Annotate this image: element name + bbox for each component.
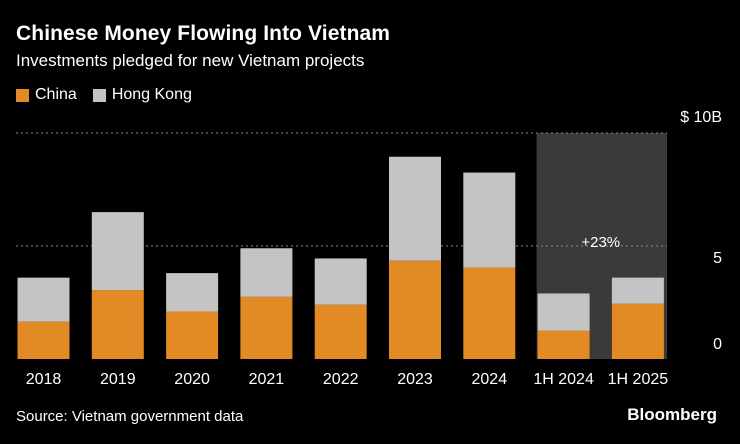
bar-hong-kong-4 — [314, 258, 367, 305]
legend-swatch-hong-kong — [92, 88, 106, 102]
x-tick-label-2: 2020 — [174, 371, 210, 388]
bar-china-7 — [537, 330, 590, 359]
legend-label-china: China — [35, 86, 77, 103]
x-tick-label-5: 2023 — [397, 371, 433, 388]
bar-hong-kong-2 — [166, 273, 219, 312]
legend: China Hong Kong — [16, 86, 208, 104]
bar-china-1 — [91, 290, 144, 359]
legend-label-hong-kong: Hong Kong — [111, 86, 192, 103]
bar-china-5 — [389, 260, 441, 359]
bar-hong-kong-8 — [611, 277, 664, 304]
x-tick-label-3: 2021 — [249, 371, 285, 388]
bar-china-4 — [314, 304, 367, 359]
y-tick-label-0: 0 — [713, 336, 722, 353]
x-tick-label-0: 2018 — [26, 371, 62, 388]
bar-hong-kong-7 — [537, 293, 590, 331]
legend-swatch-china — [16, 88, 29, 102]
x-tick-label-7: 1H 2024 — [533, 371, 594, 388]
bar-china-0 — [17, 321, 70, 359]
bar-hong-kong-1 — [91, 212, 144, 291]
y-tick-label-5: 5 — [713, 250, 722, 267]
bar-china-6 — [463, 267, 516, 359]
chart-title: Chinese Money Flowing Into Vietnam — [16, 22, 391, 45]
bar-hong-kong-5 — [389, 156, 441, 261]
chart-subtitle: Investments pledged for new Vietnam proj… — [16, 51, 365, 70]
x-tick-label-6: 2024 — [472, 371, 508, 388]
x-tick-label-4: 2022 — [323, 371, 359, 388]
x-tick-label-1: 2019 — [100, 371, 136, 388]
annotation-0: +23% — [581, 234, 620, 251]
legend-item-china: China — [16, 86, 77, 104]
bar-hong-kong-6 — [463, 172, 516, 268]
bar-china-3 — [240, 296, 293, 359]
bar-china-8 — [611, 303, 664, 359]
bar-china-2 — [166, 311, 219, 359]
source-note: Source: Vietnam government data — [16, 408, 244, 425]
bar-hong-kong-0 — [17, 277, 70, 322]
x-tick-label-8: 1H 2025 — [608, 371, 669, 388]
bloomberg-logo: Bloomberg — [627, 405, 717, 424]
legend-item-hong-kong: Hong Kong — [92, 86, 192, 104]
y-tick-label-10: $ 10B — [680, 109, 722, 126]
bar-hong-kong-3 — [240, 248, 293, 297]
